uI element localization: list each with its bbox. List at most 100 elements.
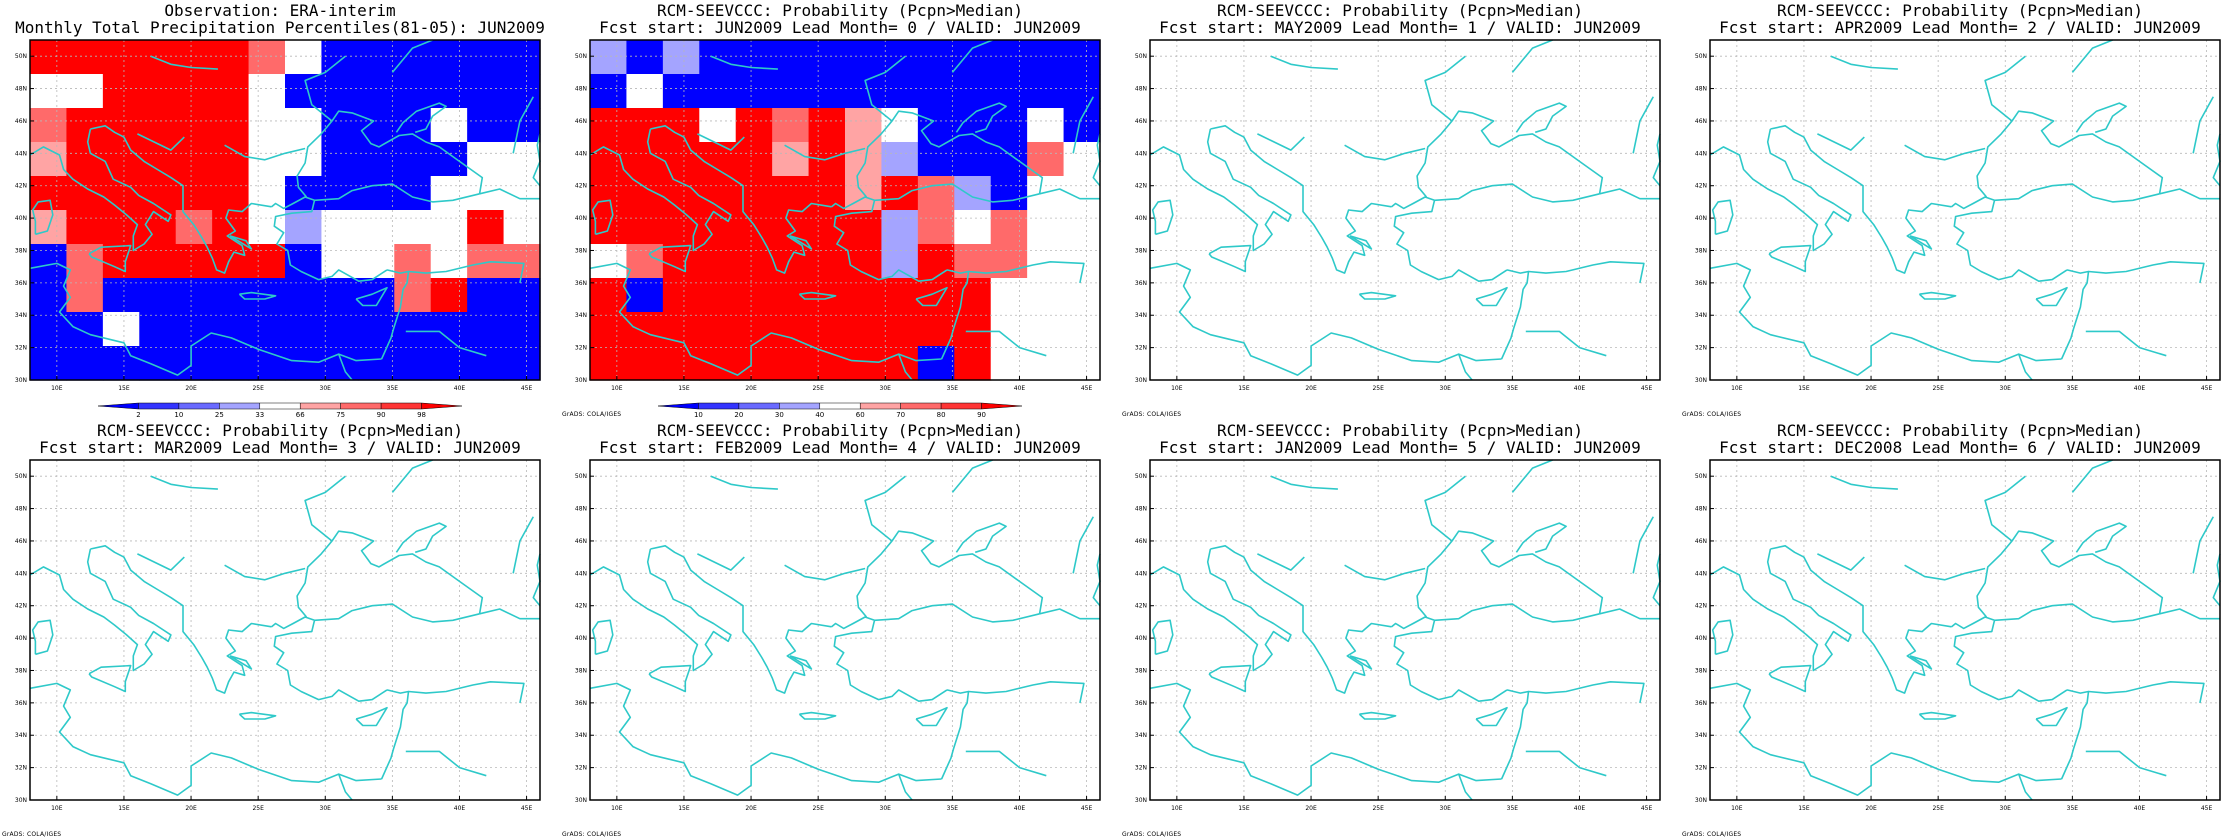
grid-cell [394, 74, 432, 109]
coast-line [532, 553, 541, 607]
lon-tick-label: 10E [1731, 805, 1743, 812]
coastline [1149, 459, 1661, 801]
coast-line [512, 516, 535, 574]
coast-line [229, 235, 253, 250]
coast-line [408, 261, 525, 284]
map-plot: 30N 32N 34N 36N 38N 40N 42N 44N 46N 48N 50N 10E 15E 2… [575, 39, 1101, 392]
grid-cell [321, 176, 359, 211]
coast-line [2085, 750, 2167, 777]
panel-title: RCM-SEEVCCC: Probability (Pcpn>Median) [1216, 421, 1584, 440]
coast-line [31, 199, 54, 236]
lon-tick-label: 20E [745, 805, 757, 812]
grid-cell [626, 40, 664, 75]
coast-line [1652, 553, 1661, 607]
grid-cell [954, 74, 992, 109]
grid-cell [321, 278, 359, 313]
coast-line [150, 475, 218, 490]
lat-tick-label: 42N [575, 183, 587, 190]
grid-cell [467, 278, 505, 313]
coast-line [951, 459, 993, 493]
coast-line [2212, 133, 2221, 187]
grid-cell [321, 346, 359, 381]
panel-title: Observation: ERA-interim [164, 1, 396, 20]
coast-line [296, 110, 484, 198]
grads-credit: GrADS: COLA/IGES [1682, 831, 1742, 838]
coast-line [2035, 706, 2068, 727]
lat-tick-label: 46N [15, 538, 27, 545]
grid-cell [990, 210, 1028, 245]
grid-cell [772, 40, 810, 75]
grid-cell [954, 108, 992, 143]
lat-tick-label: 44N [1695, 570, 1707, 577]
lon-tick-label: 25E [812, 385, 824, 392]
grid-cell [394, 108, 432, 143]
grid-cell [321, 74, 359, 109]
grid-cell [590, 40, 628, 75]
grid-cell [357, 210, 395, 245]
lon-tick-label: 30E [320, 805, 332, 812]
coast-line [1984, 55, 2026, 122]
lat-tick-label: 40N [1695, 215, 1707, 222]
grid-cell [662, 108, 700, 143]
coast-line [697, 133, 745, 151]
coast-line [314, 183, 480, 203]
coast-line [408, 681, 525, 704]
coast-line [137, 553, 185, 571]
grid-cell [430, 312, 468, 347]
grid-cell [503, 40, 541, 75]
coast-line [697, 553, 745, 571]
grid-cell [248, 346, 286, 381]
lat-tick-label: 50N [15, 473, 27, 480]
coast-line [2071, 39, 2113, 73]
grid-cell [102, 176, 140, 211]
grid-cell [321, 244, 359, 279]
coast-line [1817, 553, 1865, 571]
lat-tick-label: 38N [575, 247, 587, 254]
grid-cell [881, 176, 919, 211]
coast-line [1358, 291, 1397, 300]
coast-line [1416, 530, 1604, 618]
lat-tick-label: 38N [15, 667, 27, 674]
grid-cell [175, 346, 213, 381]
lat-tick-label: 46N [1135, 118, 1147, 125]
grid-cell [66, 346, 104, 381]
lon-tick-label: 25E [252, 385, 264, 392]
coast-line [1210, 125, 1392, 274]
coast-line [1994, 603, 2160, 623]
grid-cell [917, 278, 955, 313]
colorbar-label: 30 [775, 411, 784, 419]
grid-cell [285, 74, 323, 109]
lon-tick-label: 35E [387, 385, 399, 392]
grid-cell [175, 74, 213, 109]
lat-tick-label: 50N [1135, 53, 1147, 60]
coast-line [940, 269, 970, 360]
graticule [1710, 460, 2220, 801]
grid-cell [699, 74, 737, 109]
lon-tick-label: 15E [1238, 805, 1250, 812]
grid-cell [102, 74, 140, 109]
lat-tick-label: 36N [15, 280, 27, 287]
coast-line [2071, 459, 2113, 493]
coast-line [1711, 199, 1734, 236]
grid-cell [662, 74, 700, 109]
coast-line [29, 548, 172, 672]
colorbar-swatch [698, 402, 740, 410]
lon-tick-label: 45E [1081, 805, 1093, 812]
colorbar-label: 66 [296, 411, 305, 419]
coast-line [1994, 183, 2160, 203]
grid-cell [357, 312, 395, 347]
map-frame [1709, 39, 2221, 381]
grid-cell [212, 142, 250, 177]
grid-cell [735, 244, 773, 279]
lat-tick-label: 48N [15, 86, 27, 93]
map-frame [589, 39, 1101, 381]
coast-line [1768, 664, 1812, 693]
grid-cell [394, 210, 432, 245]
lon-tick-label: 20E [185, 385, 197, 392]
grid-cell [212, 176, 250, 211]
grid-cell [175, 108, 213, 143]
grid-cell [699, 346, 737, 381]
coast-line [965, 750, 1047, 777]
coast-line [2060, 689, 2090, 780]
lon-tick-label: 35E [947, 805, 959, 812]
